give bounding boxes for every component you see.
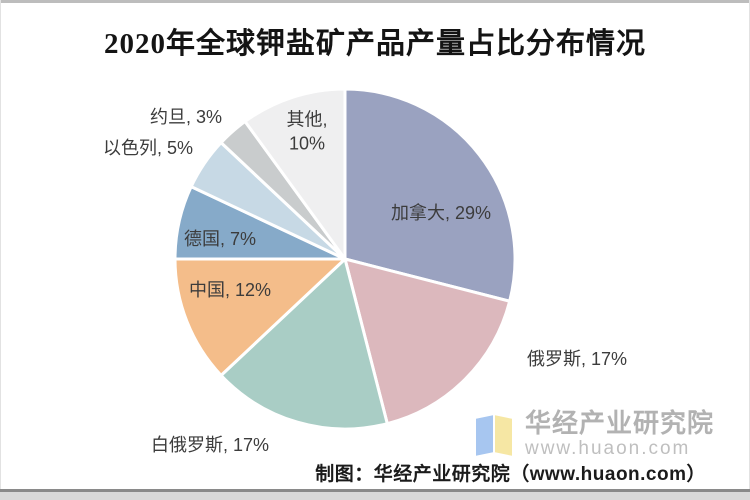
pie-slice-china bbox=[173, 257, 347, 377]
logo-page-right bbox=[494, 415, 512, 456]
chart-title: 2020年全球钾盐矿产品产量占比分布情况 bbox=[103, 28, 646, 60]
pie-slice-russia bbox=[343, 257, 512, 426]
top-border bbox=[0, 0, 750, 3]
pie-label-canada: 加拿大, 29% bbox=[390, 202, 492, 223]
pie-label-china: 中国, 12% bbox=[188, 279, 272, 300]
pie-label-other: 其他, 10% bbox=[286, 109, 328, 154]
logo-page-left bbox=[475, 415, 493, 456]
watermark-brand: 华经产业研究院 bbox=[524, 408, 714, 438]
pie-slice-belarus bbox=[219, 257, 389, 431]
pie-label-belarus: 白俄罗斯, 17% bbox=[150, 434, 270, 455]
watermark-url: www.huaon.com bbox=[524, 437, 691, 459]
pie-label-russia: 俄罗斯, 17% bbox=[526, 348, 628, 369]
left-border bbox=[0, 0, 1, 500]
pie-label-germany: 德国, 7% bbox=[183, 228, 257, 249]
pie-label-israel: 以色列, 5% bbox=[102, 137, 194, 158]
watermark: 华经产业研究院 www.huaon.com bbox=[475, 408, 714, 459]
pie-label-jordan: 约旦, 3% bbox=[149, 106, 223, 127]
pie-slice-canada bbox=[343, 87, 517, 303]
huaon-logo-icon bbox=[475, 409, 514, 459]
bottom-strip bbox=[0, 492, 750, 500]
pie-slice-other bbox=[243, 87, 347, 261]
bottom-border bbox=[0, 489, 750, 492]
source-caption: 制图：华经产业研究院（www.huaon.com） bbox=[315, 464, 706, 485]
